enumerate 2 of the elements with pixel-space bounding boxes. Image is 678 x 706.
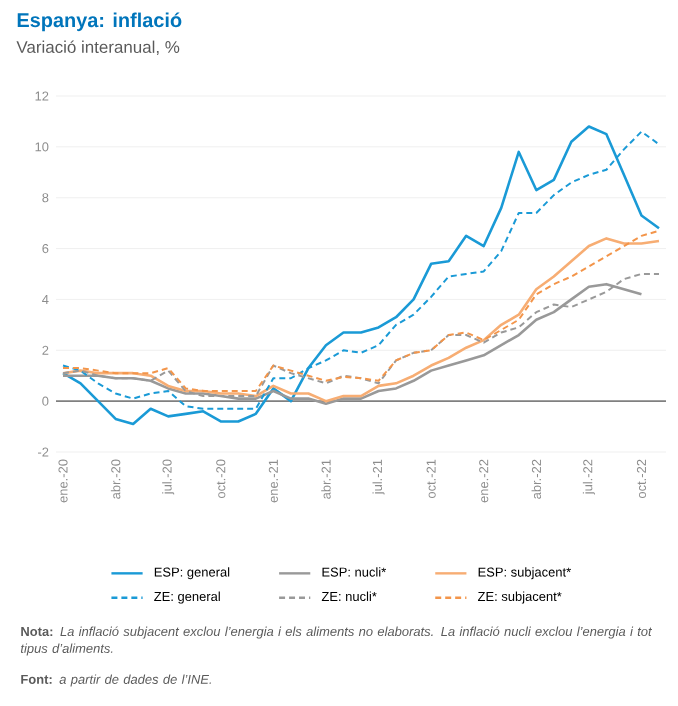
- chart-subtitle: Variació interanual, %: [16, 40, 180, 56]
- chart-title: Espanya: inflació: [17, 12, 182, 32]
